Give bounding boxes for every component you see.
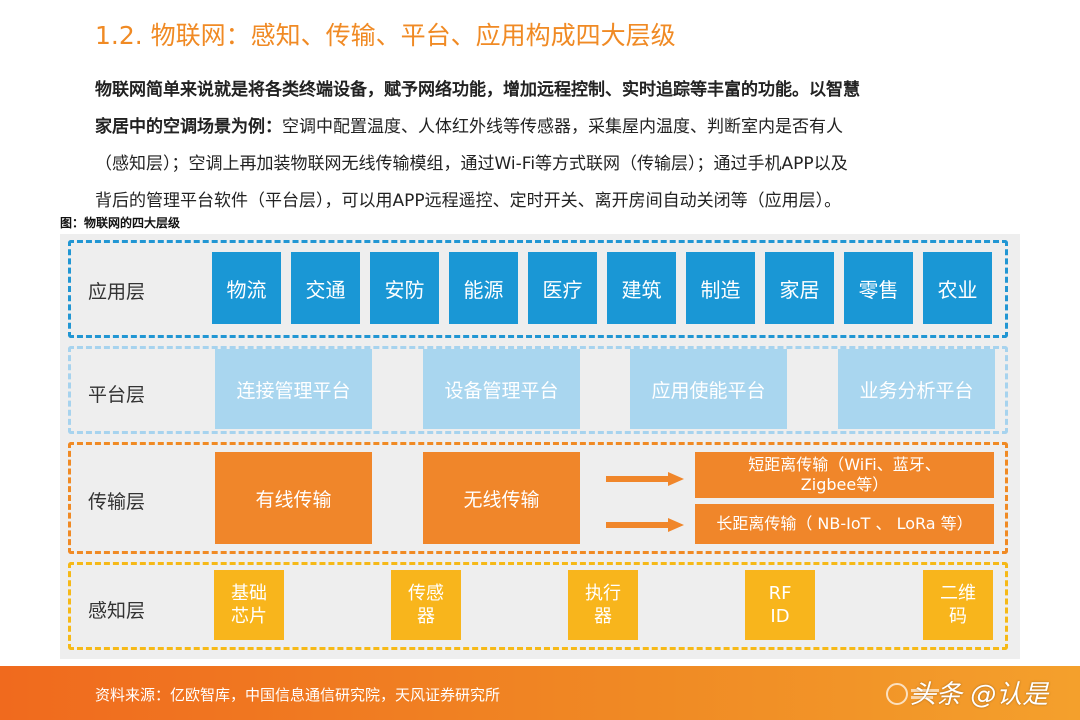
app-item-energy: 能源 — [449, 252, 518, 324]
arrow-right-icon — [606, 518, 684, 532]
perception-item-qr-line-1: 二维 — [940, 583, 976, 604]
app-item-security: 安防 — [370, 252, 439, 324]
short-range-line-2: Zigbee等） — [800, 475, 889, 494]
intro-line-3: （感知层）；空调上再加装物联网无线传输模组，通过Wi-Fi等方式联网（传输层）；… — [95, 154, 848, 174]
perception-item-actuator: 执行器 — [568, 570, 638, 640]
perception-item-rfid-line-2: ID — [770, 606, 790, 627]
figure-caption: 图：物联网的四大层级 — [60, 216, 181, 230]
company-logo-icon — [886, 683, 939, 705]
transport-layer: 传输层 有线传输 无线传输 短距离传输（WiFi、蓝牙、 Zigbee等） 长距… — [68, 442, 1008, 554]
perception-item-qr-line-2: 码 — [949, 606, 967, 627]
iot-layers-diagram: 应用层 物流 交通 安防 能源 医疗 建筑 制造 家居 零售 农业 平台层 连接… — [60, 234, 1020, 659]
application-layer-label: 应用层 — [88, 281, 146, 303]
short-range-line-1: 短距离传输（WiFi、蓝牙、 — [748, 455, 941, 474]
perception-item-sensor: 传感器 — [391, 570, 461, 640]
application-layer-border — [68, 240, 1008, 338]
perception-item-chip-line-2: 芯片 — [231, 606, 267, 627]
platform-item-application-enablement: 应用使能平台 — [630, 349, 787, 429]
transport-layer-label: 传输层 — [88, 491, 146, 513]
application-layer: 应用层 物流 交通 安防 能源 医疗 建筑 制造 家居 零售 农业 — [68, 240, 1008, 338]
platform-layer-label: 平台层 — [88, 384, 146, 406]
wireless-transport-box: 无线传输 — [423, 452, 580, 544]
toutiao-watermark: 头条 @认是 — [910, 680, 1049, 710]
source-note: 资料来源：亿欧智库，中国信息通信研究院，天风证券研究所 — [95, 686, 501, 704]
perception-item-sensor-line-1: 传感 — [408, 583, 444, 604]
app-item-home: 家居 — [765, 252, 834, 324]
intro-line-1: 物联网简单来说就是将各类终端设备，赋予网络功能，增加远程控制、实时追踪等丰富的功… — [95, 80, 860, 100]
wired-transport-box: 有线传输 — [215, 452, 372, 544]
platform-layer-border — [68, 346, 1008, 434]
footer-bar: 资料来源：亿欧智库，中国信息通信研究院，天风证券研究所 头条 @认是 — [0, 666, 1080, 720]
perception-item-chip-line-1: 基础 — [231, 583, 267, 604]
intro-line-2-bold: 家居中的空调场景为例： — [95, 117, 282, 137]
perception-item-rfid-line-1: RF — [768, 583, 792, 604]
app-item-retail: 零售 — [844, 252, 913, 324]
arrow-right-icon — [606, 472, 684, 486]
platform-item-device: 设备管理平台 — [423, 349, 580, 429]
platform-item-business-analytics: 业务分析平台 — [838, 349, 995, 429]
perception-layer: 感知层 基础 芯片 传感器 执行器 RF ID 二维码 — [68, 562, 1008, 650]
app-item-construction: 建筑 — [607, 252, 676, 324]
app-item-manufacturing: 制造 — [686, 252, 755, 324]
page-title: 1.2. 物联网：感知、传输、平台、应用构成四大层级 — [95, 21, 676, 50]
perception-layer-label: 感知层 — [88, 600, 146, 622]
perception-item-chip: 基础 芯片 — [214, 570, 284, 640]
perception-layer-border — [68, 562, 1008, 650]
platform-item-connection: 连接管理平台 — [215, 349, 372, 429]
long-range-transport-box: 长距离传输（ NB-IoT 、 LoRa 等） — [695, 504, 994, 544]
app-item-agriculture: 农业 — [923, 252, 992, 324]
platform-layer: 平台层 连接管理平台 设备管理平台 应用使能平台 业务分析平台 — [68, 346, 1008, 434]
app-item-medical: 医疗 — [528, 252, 597, 324]
perception-item-actuator-line-2: 器 — [594, 606, 612, 627]
intro-paragraph: 物联网简单来说就是将各类终端设备，赋予网络功能，增加远程控制、实时追踪等丰富的功… — [95, 72, 995, 220]
app-item-traffic: 交通 — [291, 252, 360, 324]
intro-line-2: 空调中配置温度、人体红外线等传感器，采集屋内温度、判断室内是否有人 — [282, 117, 843, 137]
app-item-logistics: 物流 — [212, 252, 281, 324]
transport-layer-border — [68, 442, 1008, 554]
perception-item-actuator-line-1: 执行 — [585, 583, 621, 604]
perception-item-qr-code: 二维码 — [923, 570, 993, 640]
intro-line-4: 背后的管理平台软件（平台层），可以用APP远程遥控、定时开关、离开房间自动关闭等… — [95, 191, 842, 211]
short-range-transport-box: 短距离传输（WiFi、蓝牙、 Zigbee等） — [695, 452, 994, 498]
perception-item-sensor-line-2: 器 — [417, 606, 435, 627]
perception-item-rfid: RF ID — [745, 570, 815, 640]
